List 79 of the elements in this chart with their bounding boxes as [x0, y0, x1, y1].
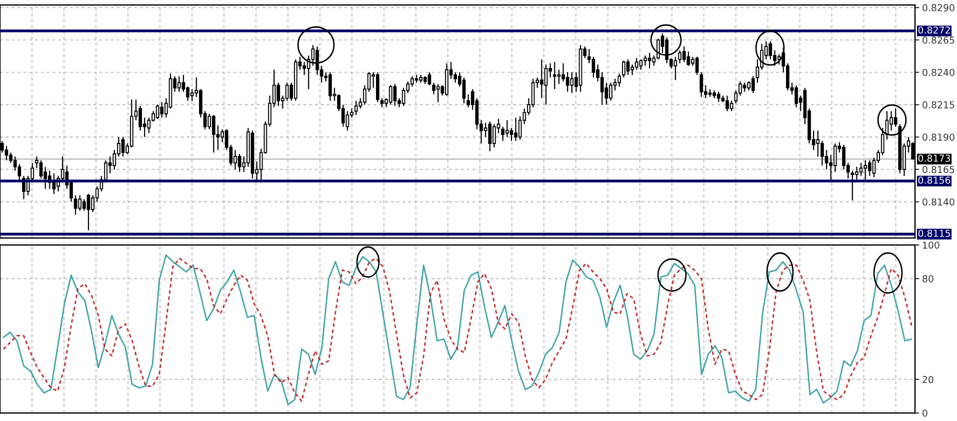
candlestick	[833, 142, 837, 173]
candlestick	[156, 104, 160, 120]
candlestick	[82, 198, 86, 212]
candlestick	[816, 130, 820, 158]
candlestick	[894, 108, 898, 128]
candlestick	[570, 72, 574, 94]
candlestick	[674, 56, 678, 81]
candlestick	[768, 40, 772, 60]
candlestick	[454, 72, 458, 84]
candlestick	[346, 110, 350, 132]
candlestick	[177, 76, 181, 92]
candlestick	[505, 120, 509, 138]
y-tick-label: 0.8165	[922, 166, 954, 174]
candlestick	[121, 136, 125, 158]
candlestick	[436, 83, 440, 103]
candlestick	[864, 160, 868, 180]
candlestick	[626, 58, 630, 76]
candlestick	[552, 61, 556, 90]
y-tick-label: 20	[922, 376, 934, 384]
candlestick	[859, 162, 863, 176]
candlestick	[354, 100, 358, 116]
candlestick	[716, 91, 720, 103]
candlestick	[212, 114, 216, 154]
y-tick-label: 0.8265	[922, 36, 954, 44]
candlestick	[726, 95, 729, 112]
y-tick-label: 100	[922, 242, 940, 249]
ref-line-label: 0.8156	[918, 176, 950, 184]
candlestick	[540, 58, 544, 99]
y-tick-label: 80	[922, 275, 934, 282]
y-tick-label: 0.8290	[922, 4, 954, 12]
candlestick	[276, 82, 280, 107]
candlestick	[742, 82, 746, 92]
candlestick	[730, 100, 734, 112]
y-tick-label: 0.8190	[922, 134, 954, 141]
candlestick	[18, 164, 22, 180]
candlestick	[618, 73, 622, 88]
candlestick	[74, 194, 78, 216]
candlestick	[510, 127, 514, 142]
candlestick	[388, 84, 392, 106]
candlestick	[600, 72, 604, 106]
candlestick	[700, 72, 704, 98]
candlestick	[751, 76, 755, 94]
ref-line-label: 0.8115	[918, 230, 950, 237]
y-tick-label: 0.8140	[922, 198, 954, 206]
candlestick	[622, 60, 626, 78]
candlestick	[190, 88, 194, 102]
candlestick	[592, 56, 596, 78]
candlestick	[644, 54, 647, 66]
candlestick	[393, 83, 397, 107]
candlestick	[86, 193, 90, 231]
candlestick	[147, 117, 151, 134]
candlestick	[639, 58, 643, 70]
y-tick-label: 0	[922, 410, 928, 417]
candlestick	[402, 87, 406, 107]
candlestick	[39, 160, 43, 180]
candlestick	[544, 64, 548, 106]
candlestick	[562, 62, 565, 82]
candlestick	[380, 98, 384, 108]
candlestick	[695, 56, 699, 76]
candlestick	[238, 153, 242, 173]
candlestick	[78, 194, 82, 212]
candlestick	[682, 46, 686, 63]
candlestick	[634, 58, 638, 70]
candlestick	[747, 80, 751, 91]
candlestick	[488, 120, 492, 152]
y-tick-label: 0.8215	[922, 101, 954, 108]
candlestick	[518, 116, 522, 140]
candlestick	[686, 51, 690, 66]
ref-line-label: 0.8173	[918, 154, 950, 162]
candlestick	[4, 146, 8, 161]
candlestick	[648, 52, 652, 69]
y-tick-label: 0.8240	[922, 68, 954, 76]
ref-line-label: 0.8272	[918, 26, 950, 34]
candlestick	[428, 72, 432, 86]
candlestick	[186, 86, 190, 102]
candlestick	[566, 72, 570, 92]
candlestick	[160, 102, 164, 118]
candlestick	[462, 76, 466, 104]
candlestick	[850, 170, 854, 202]
